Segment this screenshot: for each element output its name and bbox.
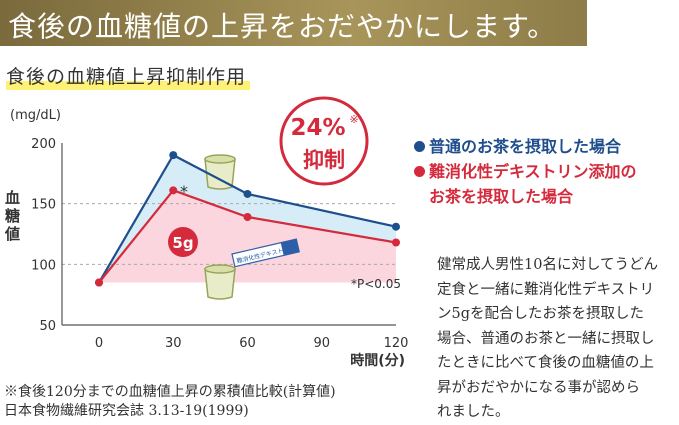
legend-label-normal-tea: 普通のお茶を摂取した場合 [429,137,622,156]
header-banner: 食後の血糖値の上昇をおだやかにします。 [0,0,587,46]
section-subtitle: 食後の血糖値上昇抑制作用 [6,66,251,90]
red-area [99,190,396,283]
y-unit-label: (mg/dL) [10,108,61,123]
legend-dot-blue [414,141,425,152]
header-title: 食後の血糖値の上昇をおだやかにします。 [8,10,557,43]
footnote-calculation: ※食後120分までの血糖値上昇の累積値比較(計算値) [4,384,336,400]
data-point-normal-tea [169,151,178,160]
legend-dot-red [414,166,425,177]
section-subtitle-wrap: 食後の血糖値上昇抑制作用 [6,62,251,90]
description-line: 健常成人男性10名に対してうどん [437,257,659,273]
x-axis-label: 時間(分) [350,352,405,369]
reduction-badge [279,96,369,186]
significance-note: *P<0.05 [351,277,401,291]
y-tick-label: 200 [31,137,56,152]
y-tick-labels: 200 150 100 50 [31,137,56,334]
chart-axes [61,143,396,326]
description-line: 昇がおだやかになる事が認めら [437,379,640,396]
significance-marker: * [180,182,188,201]
y-axis-label-2: 糖 [5,207,20,225]
tea-cup-top [204,154,236,190]
legend-item-normal-tea: 普通のお茶を摂取した場合 [414,134,637,159]
data-point-dextrin-tea [169,186,178,195]
data-point-dextrin-tea [95,278,103,287]
legend-label-dextrin-tea: 難消化性デキストリン添加の お茶を摂取した場合 [429,159,637,209]
reduction-percent: 24% [290,115,345,141]
series-line-normal-tea [98,153,397,284]
y-tick-label: 100 [31,258,56,273]
y-axis-label-3: 値 [4,225,20,243]
series-line-dextrin-tea [98,189,397,284]
chart-legend: 普通のお茶を摂取した場合 難消化性デキストリン添加の お茶を摂取した場合 [414,134,637,209]
description-line: れました。 [437,404,510,420]
description-line: 場合、普通のお茶と一緒に摂取し [437,330,655,347]
legend-item-dextrin-tea: 難消化性デキストリン添加の お茶を摂取した場合 [414,159,637,209]
x-tick-label: 0 [95,336,103,351]
x-tick-label: 90 [313,336,330,351]
dose-badge [168,227,198,257]
chart-grid [62,203,396,265]
x-tick-label: 60 [239,336,256,351]
data-point-dextrin-tea [243,213,252,222]
tea-cup-bottom [204,264,236,300]
description-line: たときに比べて食後の血糖値の上 [437,355,654,371]
chart-points [95,151,400,287]
legend-label-dextrin-line-2: お茶を摂取した場合 [429,187,574,206]
reduction-label: 抑制 [303,148,345,172]
data-point-normal-tea [392,222,400,231]
study-description: 健常成人男性10名に対してうどん 定食と一緒に難消化性デキストリ ン5gを配合し… [437,253,673,425]
dose-label: 5g [172,234,193,252]
description-line: 定食と一緒に難消化性デキストリ [437,281,655,298]
description-line: ン5gを配合したお茶を摂取した [437,306,645,322]
footnote-citation: 日本食物繊維研究会誌 3.13-19(1999) [4,403,249,419]
x-tick-labels: 0 30 60 90 120 [95,336,409,351]
data-point-normal-tea [243,189,252,198]
footnote: ※食後120分までの血糖値上昇の累積値比較(計算値) 日本食物繊維研究会誌 3.… [4,383,336,421]
x-tick-label: 120 [384,336,409,351]
y-tick-label: 150 [31,198,56,213]
y-tick-label: 50 [39,319,56,334]
reduction-note-mark: ※ [349,113,358,126]
glucose-chart: 200 150 100 50 0 30 60 90 120 (mg/dL) 血 糖 値 時間(… [4,96,409,369]
data-point-dextrin-tea [392,238,400,247]
legend-label-dextrin-line-1: 難消化性デキストリン添加の [429,162,637,181]
y-axis-label-1: 血 [5,189,20,207]
chart-lines [98,153,397,284]
x-tick-label: 30 [165,336,182,351]
